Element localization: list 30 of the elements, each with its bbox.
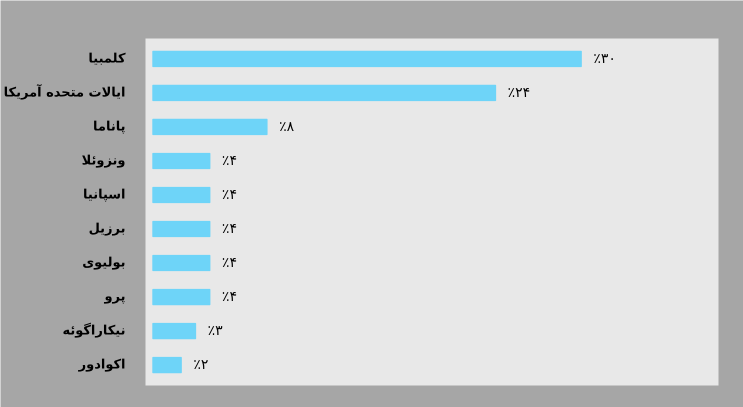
y-tick-label: پرو bbox=[103, 290, 126, 305]
data-label: ٪۳۰ bbox=[593, 50, 616, 67]
bar bbox=[152, 288, 210, 306]
y-tick-label: برزیل bbox=[88, 222, 126, 237]
bar bbox=[152, 50, 582, 68]
data-label: ٪۴ bbox=[222, 255, 237, 272]
data-label: ٪۲ bbox=[193, 357, 208, 374]
y-tick-label: پاناما bbox=[93, 119, 126, 134]
y-tick-label: نیکاراگوئه bbox=[62, 322, 126, 339]
y-tick-label: اسپانیا bbox=[83, 187, 126, 202]
bar bbox=[152, 152, 210, 170]
y-tick-label: ونزوئلا bbox=[82, 153, 126, 168]
bar bbox=[152, 186, 210, 204]
bar bbox=[152, 118, 268, 136]
data-label: ٪۳ bbox=[208, 323, 224, 340]
data-label: ٪۴ bbox=[222, 289, 237, 306]
bar bbox=[152, 322, 196, 340]
data-label: ٪۴ bbox=[222, 186, 237, 203]
bar bbox=[152, 254, 210, 272]
y-tick-label: بولیوی bbox=[82, 256, 126, 271]
data-label: ٪۴ bbox=[222, 152, 237, 169]
bar bbox=[152, 84, 496, 102]
y-tick-label: ایالات متحده آمریکا bbox=[4, 83, 126, 100]
y-tick-label: اکوادور bbox=[78, 358, 126, 373]
y-tick-label: کلمبیا bbox=[88, 51, 126, 66]
data-label: ٪۴ bbox=[222, 221, 237, 238]
data-label: ٪۸ bbox=[279, 118, 295, 135]
bar bbox=[152, 356, 182, 374]
bar bbox=[152, 220, 210, 238]
data-label: ٪۲۴ bbox=[508, 84, 530, 101]
